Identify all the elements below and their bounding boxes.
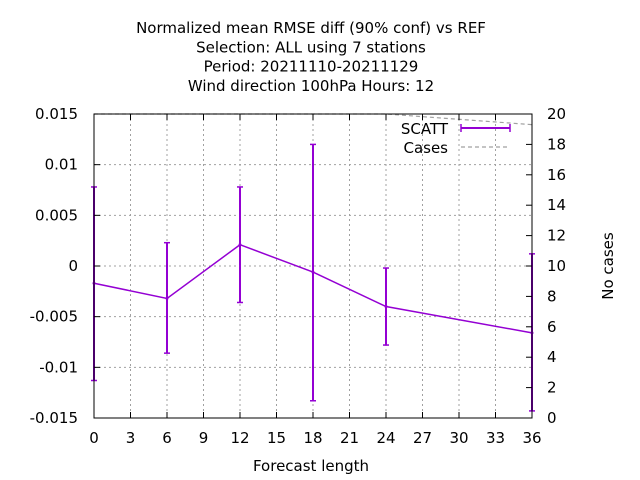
y2-tick-label-6: 12 xyxy=(547,227,566,245)
y-tick-label-3: 0 xyxy=(68,257,78,275)
y2-tick-label-5: 10 xyxy=(547,257,566,275)
title-line-2: Selection: ALL using 7 stations xyxy=(196,38,426,56)
y2-tick-label-10: 20 xyxy=(547,105,566,123)
x-tick-label-10: 30 xyxy=(449,429,468,447)
x-tick-label-12: 36 xyxy=(522,429,541,447)
axis-ticks: 0 3 6 9 12 15 18 21 24 27 30 33 36-0.015-0.01-0.0050… xyxy=(30,105,566,447)
x-tick-label-9: 27 xyxy=(413,429,432,447)
x-tick-label-6: 18 xyxy=(303,429,322,447)
y2-tick-label-9: 18 xyxy=(547,135,566,153)
y-tick-label-2: -0.005 xyxy=(30,308,78,326)
title-line-1: Normalized mean RMSE diff (90% conf) vs … xyxy=(136,19,486,37)
y2-tick-label-7: 14 xyxy=(547,196,566,214)
y2-tick-label-3: 6 xyxy=(547,318,557,336)
legend-label-scatt: SCATT xyxy=(401,120,449,138)
y2-tick-label-0: 0 xyxy=(547,409,557,427)
x-tick-label-5: 15 xyxy=(267,429,286,447)
y2-axis-title: No cases xyxy=(599,232,617,300)
x-tick-label-2: 6 xyxy=(162,429,172,447)
series-layer xyxy=(91,113,535,412)
y-tick-label-6: 0.015 xyxy=(35,105,78,123)
scatt-point-4 xyxy=(384,305,388,309)
x-tick-label-11: 33 xyxy=(486,429,505,447)
y2-tick-label-1: 2 xyxy=(547,379,557,397)
x-tick-label-0: 0 xyxy=(89,429,99,447)
scatt-series-line xyxy=(93,243,533,334)
chart-title: Normalized mean RMSE diff (90% conf) vs … xyxy=(136,19,486,95)
scatt-point-1 xyxy=(165,296,169,300)
title-line-3: Period: 20211110-20211129 xyxy=(204,58,419,76)
y2-tick-label-4: 8 xyxy=(547,287,557,305)
y2-tick-label-2: 4 xyxy=(547,348,557,366)
x-tick-label-4: 12 xyxy=(230,429,249,447)
x-tick-label-8: 24 xyxy=(376,429,395,447)
y-tick-label-0: -0.015 xyxy=(30,409,78,427)
y-tick-label-1: -0.01 xyxy=(39,358,78,376)
y-tick-label-4: 0.005 xyxy=(35,206,78,224)
x-tick-label-1: 3 xyxy=(126,429,136,447)
legend-label-cases: Cases xyxy=(403,139,448,157)
x-tick-label-3: 9 xyxy=(199,429,209,447)
y2-tick-label-8: 16 xyxy=(547,166,566,184)
y-tick-label-5: 0.01 xyxy=(45,156,78,174)
title-line-4: Wind direction 100hPa Hours: 12 xyxy=(188,77,434,95)
x-tick-label-7: 21 xyxy=(340,429,359,447)
scatt-point-2 xyxy=(238,243,242,247)
x-axis-title: Forecast length xyxy=(253,457,369,475)
scatt-point-3 xyxy=(311,270,315,274)
